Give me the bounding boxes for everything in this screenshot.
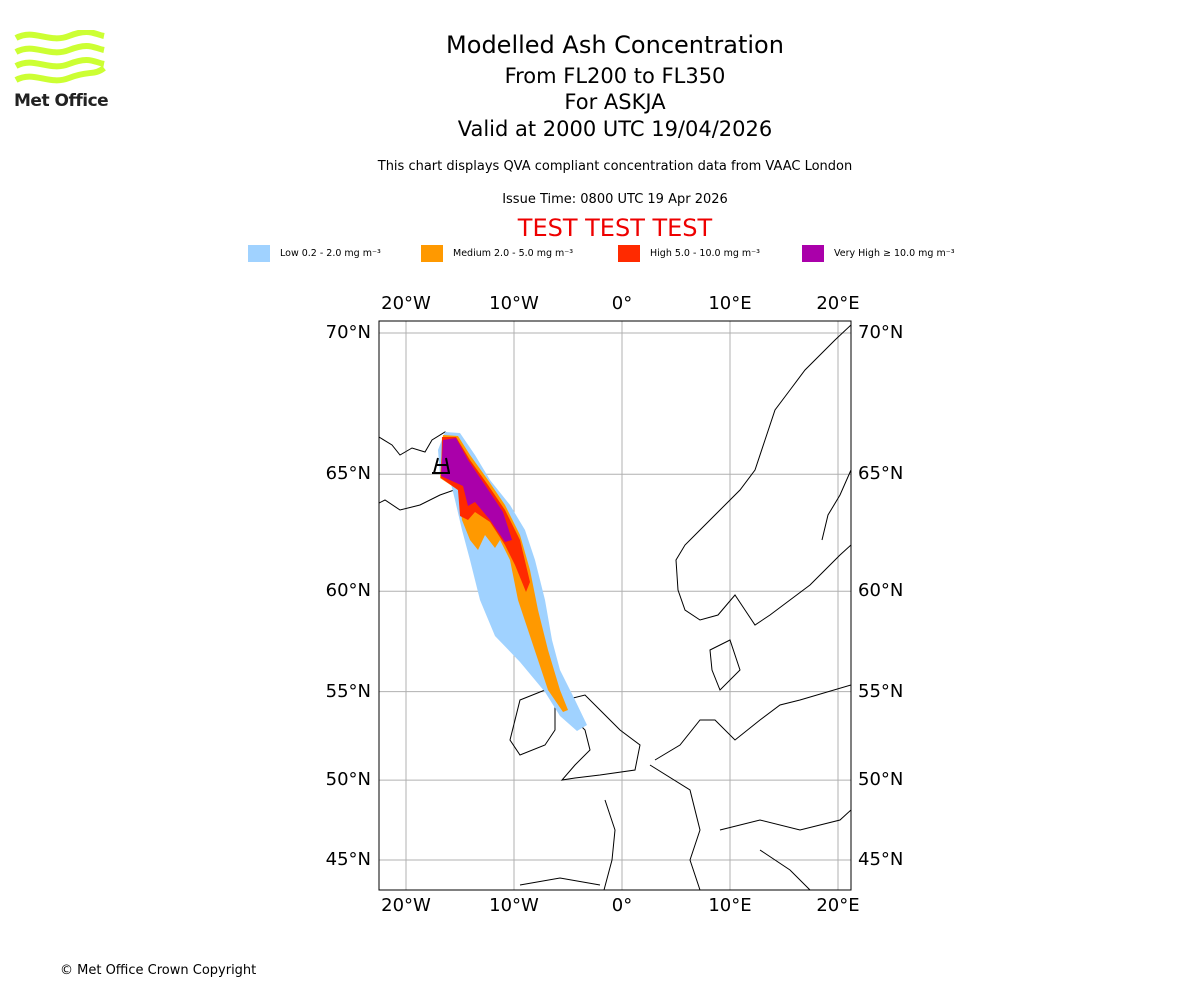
logo-text: Met Office <box>14 91 109 111</box>
legend-swatch <box>421 245 443 262</box>
lon-tick-bottom: 0° <box>611 895 633 916</box>
chart-title: Modelled Ash Concentration <box>446 31 784 59</box>
logo-waves-icon <box>14 30 106 84</box>
lat-tick-right: 60°N <box>858 580 904 602</box>
legend-swatch <box>618 245 640 262</box>
lon-tick-top: 10°E <box>708 293 752 314</box>
legend-label: Low 0.2 - 2.0 mg m⁻³ <box>280 248 381 259</box>
lat-tick-left: 50°N <box>325 769 371 791</box>
copyright: © Met Office Crown Copyright <box>60 963 257 978</box>
valid-time: Valid at 2000 UTC 19/04/2026 <box>457 117 773 141</box>
legend-item-very-high: Very High ≥ 10.0 mg m⁻³ <box>802 245 955 262</box>
lat-tick-right: 45°N <box>858 848 904 870</box>
lon-tick-top: 20°W <box>381 293 431 314</box>
lon-tick-bottom: 20°E <box>816 895 860 916</box>
lon-tick-bottom: 20°W <box>381 895 431 916</box>
subtitle: This chart displays QVA compliant concen… <box>377 159 853 174</box>
legend-swatch <box>248 245 270 262</box>
lat-tick-left: 65°N <box>325 463 371 485</box>
lon-tick-bottom: 10°W <box>489 895 539 916</box>
test-banner: TEST TEST TEST <box>517 214 713 242</box>
legend-item-high: High 5.0 - 10.0 mg m⁻³ <box>618 245 760 262</box>
lon-tick-top: 0° <box>611 293 633 314</box>
legend-label: Medium 2.0 - 5.0 mg m⁻³ <box>453 248 574 259</box>
volcano-marker-icon <box>432 457 450 474</box>
lat-tick-right: 55°N <box>858 680 904 702</box>
legend-item-low: Low 0.2 - 2.0 mg m⁻³ <box>248 245 381 262</box>
volcano-name: For ASKJA <box>564 90 666 114</box>
ash-plume <box>438 432 587 731</box>
coastlines <box>379 324 851 890</box>
graticule <box>379 321 851 890</box>
flight-levels: From FL200 to FL350 <box>504 64 726 88</box>
lat-tick-right: 65°N <box>858 463 904 485</box>
lat-tick-left: 60°N <box>325 580 371 602</box>
legend-item-medium: Medium 2.0 - 5.0 mg m⁻³ <box>421 245 573 262</box>
lat-tick-right: 50°N <box>858 769 904 791</box>
lat-tick-left: 55°N <box>325 680 371 702</box>
legend-label: Very High ≥ 10.0 mg m⁻³ <box>834 248 955 259</box>
lat-tick-right: 70°N <box>858 322 904 343</box>
lon-tick-top: 10°W <box>489 293 539 314</box>
lon-tick-bottom: 10°E <box>708 895 752 916</box>
lat-tick-left: 70°N <box>325 322 371 343</box>
legend-swatch <box>802 245 824 262</box>
lon-tick-top: 20°E <box>816 293 860 314</box>
legend-label: High 5.0 - 10.0 mg m⁻³ <box>650 248 760 259</box>
plume-very-high <box>441 438 512 542</box>
map-frame <box>378 320 852 891</box>
lat-tick-left: 45°N <box>325 848 371 870</box>
issue-time: Issue Time: 0800 UTC 19 Apr 2026 <box>502 192 728 207</box>
